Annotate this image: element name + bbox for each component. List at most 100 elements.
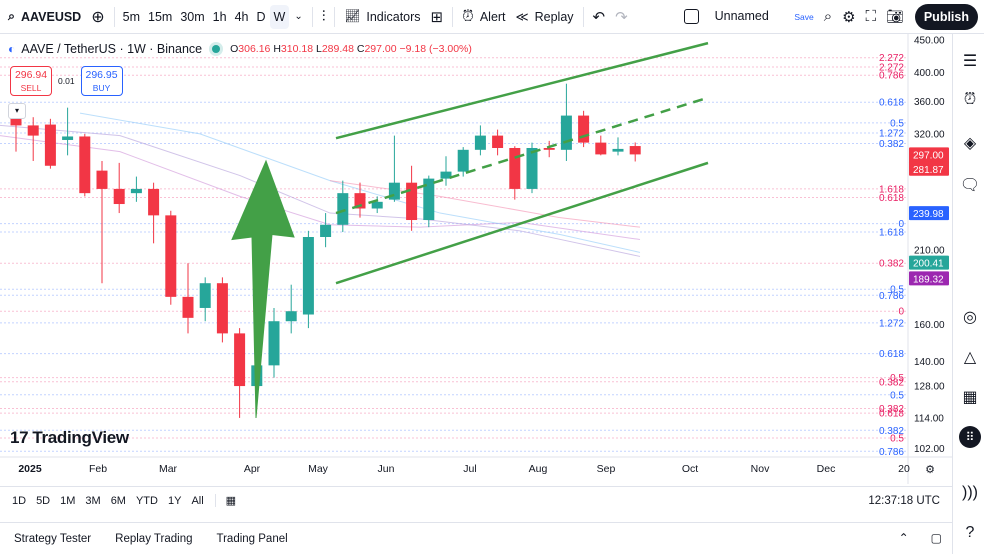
price-badge-label: 239.98 xyxy=(913,209,944,220)
snapshot-button[interactable]: 📷︎ xyxy=(881,0,909,34)
symbol-name: AAVEUSD xyxy=(21,9,82,24)
dots-grid-icon: ⠿ xyxy=(965,430,975,444)
range-3m[interactable]: 3M xyxy=(85,494,101,507)
open-label: O xyxy=(230,43,239,55)
buy-label: BUY xyxy=(92,83,111,93)
tab-strategy-tester[interactable]: Strategy Tester xyxy=(14,532,92,545)
candle-body xyxy=(96,170,108,189)
timeframe-15m[interactable]: 15m xyxy=(148,9,173,24)
time-axis-label: 2025 xyxy=(18,463,42,475)
price-axis-label: 140.00 xyxy=(914,357,945,368)
buy-button[interactable]: 296.95 BUY xyxy=(80,66,123,96)
price-badge-label: 189.32 xyxy=(913,274,944,285)
range-1m[interactable]: 1M xyxy=(60,494,76,507)
indicators-icon: 📈︎ xyxy=(344,9,361,23)
object-tree-button[interactable]: ◈ xyxy=(959,132,981,154)
time-axis-label: Apr xyxy=(244,463,261,475)
candle-body xyxy=(595,142,607,155)
compare-symbol-button[interactable]: ⊕ xyxy=(86,0,109,34)
fib-level-label: 1.272 xyxy=(879,129,904,140)
watchlist-button[interactable]: ☰ xyxy=(959,50,981,72)
close-label: C xyxy=(356,43,365,55)
buy-price: 296.95 xyxy=(85,69,118,81)
maximize-icon[interactable]: ▢ xyxy=(930,531,942,545)
bottom-panel-bar: Strategy Tester Replay Trading Trading P… xyxy=(0,522,952,554)
range-all[interactable]: All xyxy=(191,494,204,507)
divider xyxy=(311,6,313,27)
chevron-down-icon: ▾ xyxy=(14,106,19,115)
time-axis-label: Aug xyxy=(529,463,548,475)
sell-label: SELL xyxy=(20,83,42,93)
replay-button[interactable]: ≪ Replay xyxy=(511,0,579,34)
fib-level-label: 1.272 xyxy=(879,318,904,329)
chevron-down-icon: ⌄ xyxy=(294,11,303,22)
broadcast-button[interactable]: ))) xyxy=(959,482,981,504)
price-chart[interactable]: 2.2722.2720.7860.6180.51.2720.3821.6180.… xyxy=(0,34,952,486)
layout-name-button[interactable]: Unnamed Save xyxy=(679,0,819,34)
chart-type-button[interactable]: ⫶ xyxy=(317,0,331,34)
settings-button[interactable]: ⚙︎ xyxy=(837,0,860,34)
tab-trading-panel[interactable]: Trading Panel xyxy=(216,532,288,545)
templates-button[interactable]: ⊞ xyxy=(426,0,449,34)
fib-level-label: 0.382 xyxy=(879,404,904,415)
timeframe-d[interactable]: D xyxy=(256,9,266,24)
chat-icon: 🗨︎ xyxy=(959,177,981,194)
replay-label: Replay xyxy=(534,9,574,24)
tab-replay-trading[interactable]: Replay Trading xyxy=(115,532,193,545)
fib-level-label: 0 xyxy=(898,307,904,318)
calendar-icon: ▦ xyxy=(962,389,978,406)
alerts-button[interactable]: ⏰︎ xyxy=(959,89,981,111)
range-ytd[interactable]: YTD xyxy=(135,494,158,507)
redo-icon: ↷ xyxy=(615,8,628,26)
search-settings-icon: ⌕ xyxy=(823,8,833,25)
price-axis-label: 450.00 xyxy=(914,36,945,47)
apps-button[interactable]: ⠿ xyxy=(959,426,981,448)
chevron-up-icon[interactable]: ⌃ xyxy=(898,531,909,545)
range-5d[interactable]: 5D xyxy=(36,494,51,507)
tradingview-logo[interactable]: 17 TradingView xyxy=(10,428,129,448)
range-1y[interactable]: 1Y xyxy=(167,494,182,507)
price-axis-label: 114.00 xyxy=(914,413,944,424)
price-badge-label: 297.00 xyxy=(913,150,944,161)
fib-level-label: 0.5 xyxy=(890,285,904,296)
indicators-button[interactable]: 📈︎ Indicators xyxy=(339,0,425,34)
exchange-logo-icon: ◐ xyxy=(8,42,16,56)
timeframe-4h[interactable]: 4h xyxy=(234,9,249,24)
chart-title[interactable]: AAVE / TetherUS · 1W · Binance xyxy=(21,42,203,56)
sell-button[interactable]: 296.94 SELL xyxy=(10,66,52,96)
timeframe-dropdown[interactable]: ⌄ xyxy=(289,0,307,34)
symbol-search[interactable]: ⌕ AAVEUSD xyxy=(0,0,86,34)
alert-button[interactable]: ⏰︎ Alert xyxy=(457,0,510,34)
timeframe-1h[interactable]: 1h xyxy=(212,9,227,24)
chats-button[interactable]: 🗨︎ xyxy=(959,174,981,196)
range-1d[interactable]: 1D xyxy=(12,494,27,507)
candle-body xyxy=(526,147,538,189)
price-badge xyxy=(909,161,949,176)
screener-button[interactable]: ◎ xyxy=(959,306,981,328)
publish-button[interactable]: Publish xyxy=(914,3,978,30)
timeframe-30m[interactable]: 30m xyxy=(180,9,205,24)
goto-date-button[interactable]: ▦ xyxy=(214,494,241,507)
help-button[interactable]: ? xyxy=(959,522,981,544)
tv-logo-icon: 17 xyxy=(10,428,29,447)
calendar-button[interactable]: ▦ xyxy=(959,386,981,408)
collapse-legend-button[interactable]: ▾ xyxy=(8,103,26,119)
fib-level-label: 0.382 xyxy=(879,139,904,150)
ideas-button[interactable]: △ xyxy=(959,346,981,368)
candle-body xyxy=(543,147,555,150)
timeframe-5m[interactable]: 5m xyxy=(122,9,140,24)
ohlc-values: O306.16 H310.18 L289.48 C297.00 −9.18 (−… xyxy=(230,43,472,55)
utc-clock[interactable]: 12:37:18 UTC xyxy=(868,495,940,507)
market-open-icon xyxy=(212,45,221,53)
range-6m[interactable]: 6M xyxy=(110,494,126,507)
candle-body xyxy=(130,188,142,194)
high-label: H xyxy=(273,43,281,55)
undo-button[interactable]: ↶ xyxy=(588,0,611,34)
quick-search-button[interactable]: ⌕ xyxy=(819,0,837,34)
fullscreen-button[interactable]: ⛶ xyxy=(861,0,882,34)
timeframe-w[interactable]: W xyxy=(269,4,290,29)
divider xyxy=(113,6,115,27)
fib-level-label: 0.382 xyxy=(879,426,904,437)
redo-button[interactable]: ↷ xyxy=(610,0,633,34)
rewind-icon: ≪ xyxy=(515,10,529,24)
